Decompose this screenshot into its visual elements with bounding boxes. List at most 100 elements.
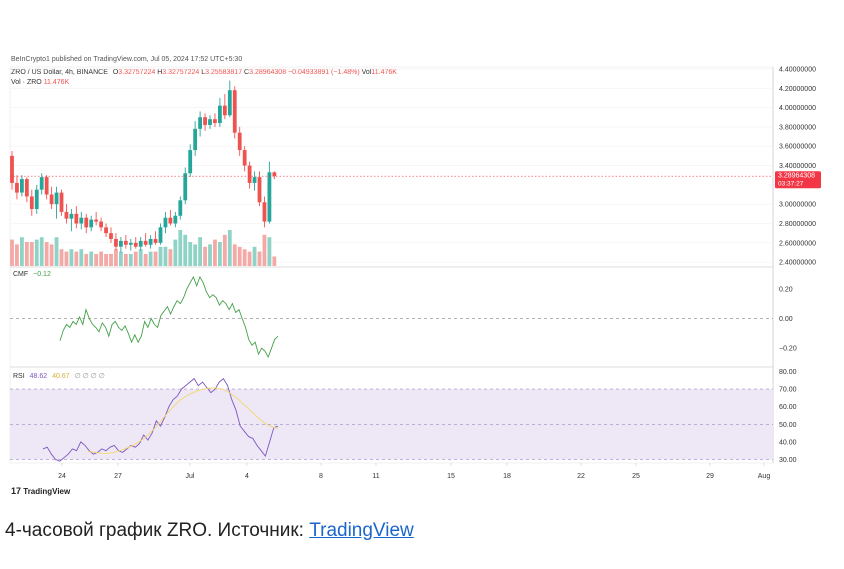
volume-bar — [247, 251, 252, 266]
volume-bar — [222, 234, 227, 266]
rsi-tick-label: 80.00 — [779, 369, 797, 376]
volume-bar — [218, 242, 222, 266]
tradingview-logo-icon: 17 — [11, 486, 22, 496]
rsi-legend: RSI 48.62 40.67 ∅ ∅ ∅ ∅ — [13, 372, 105, 380]
candle-body — [262, 202, 267, 222]
candle-body — [163, 217, 168, 228]
candle-body — [168, 217, 173, 224]
volume-bar — [49, 244, 54, 266]
rsi-extra: ∅ ∅ ∅ ∅ — [74, 373, 105, 380]
candle-body — [153, 238, 158, 243]
candle-body — [242, 150, 247, 166]
price-tick-label: 4.00000000 — [779, 105, 816, 112]
candle-body — [227, 90, 232, 116]
x-tick-label: 29 — [706, 473, 714, 480]
x-tick-label: 11 — [372, 473, 379, 480]
candle-body — [272, 172, 277, 177]
volume-bar — [123, 254, 128, 266]
x-tick-label: 8 — [319, 473, 323, 480]
price-tick-label: 2.40000000 — [779, 260, 816, 267]
candle-body — [208, 119, 212, 125]
candle-body — [24, 179, 29, 197]
rsi-tick-label: 50.00 — [779, 422, 797, 429]
rsi-value: 48.62 — [29, 373, 48, 380]
cmf-tick-label: 0.00 — [779, 316, 793, 323]
volume-bar — [54, 237, 59, 266]
candle-body — [89, 219, 94, 228]
cmf-value: −0.12 — [33, 271, 51, 278]
candle-body — [203, 117, 207, 125]
figure-caption: 4-часовой график ZRO. Источник: TradingV… — [5, 520, 414, 542]
volume-bar — [208, 244, 212, 266]
volume-bar — [24, 242, 29, 266]
candle-body — [267, 172, 272, 222]
rsi-label: RSI — [13, 373, 25, 380]
candle-body — [84, 217, 89, 228]
volume-bar — [198, 237, 202, 266]
candle-body — [218, 105, 222, 124]
volume-bar — [44, 242, 49, 266]
volume-bar — [178, 230, 183, 266]
candle-body — [232, 90, 237, 133]
publisher-line: BeInCrypto1 published on TradingView.com… — [11, 56, 243, 63]
change-value: −0.04933891 (−1.48%) — [288, 69, 360, 76]
volume-bar — [39, 237, 44, 266]
volume-bar — [104, 254, 108, 266]
caption-link[interactable]: TradingView — [309, 520, 414, 541]
price-tick-label: 3.80000000 — [779, 124, 816, 131]
rsi-ma-line — [87, 387, 279, 454]
candle-body — [69, 213, 74, 219]
candle-body — [54, 192, 59, 205]
volume-bar — [163, 246, 168, 266]
cmf-line — [59, 275, 279, 359]
candle-body — [99, 221, 103, 228]
candle-body — [15, 182, 19, 193]
price-tick-label: 3.00000000 — [779, 202, 816, 209]
volume-bar — [232, 244, 237, 266]
candle-body — [138, 240, 143, 247]
candle-body — [29, 196, 34, 210]
cmf-tick-label: −0.20 — [779, 346, 797, 353]
candle-body — [109, 233, 113, 239]
candle-body — [44, 177, 49, 195]
volume-bar — [173, 239, 178, 266]
price-tick-label: 2.80000000 — [779, 221, 816, 228]
volume-bar — [29, 242, 34, 266]
volume-bar — [128, 254, 133, 266]
candle-body — [74, 213, 79, 224]
volume-bar — [138, 249, 143, 266]
candle-body — [148, 238, 153, 245]
vol-key: Vol — [361, 69, 372, 76]
volume-bar — [213, 239, 217, 266]
candle-body — [79, 217, 84, 224]
volume-bar — [237, 246, 242, 266]
volume-bar — [59, 249, 64, 266]
volume-bar — [10, 239, 14, 266]
volume-bar — [188, 242, 193, 266]
rsi-tick-label: 70.00 — [779, 387, 797, 394]
volume-bar — [203, 246, 207, 266]
candle-body — [222, 105, 227, 116]
volume-bar — [119, 251, 123, 266]
last-price-badge-value: 3.28964308 — [778, 173, 815, 180]
price-chart[interactable]: 4.40000000 4.20000000 4.00000000 3.80000000… — [0, 0, 844, 500]
candle-body — [237, 132, 242, 151]
low-key: L — [201, 69, 206, 76]
symbol-label: ZRO / US Dollar, 4h, BINANCE — [11, 69, 108, 76]
volume-bar — [34, 239, 39, 266]
volume-legend-value: 11.476K — [43, 79, 70, 86]
price-legend: ZRO / US Dollar, 4h, BINANCE O3.32757224… — [11, 69, 397, 76]
volume-bar — [143, 254, 148, 266]
x-tick-label: Jul — [186, 473, 195, 480]
price-tick-label: 3.40000000 — [779, 163, 816, 170]
candle-body — [173, 215, 178, 224]
rsi-ma-value: 40.67 — [52, 373, 70, 380]
candle-body — [123, 240, 128, 245]
rsi-tick-label: 40.00 — [779, 439, 797, 446]
volume-bar — [183, 234, 188, 266]
volume-bar — [15, 244, 19, 266]
candle-body — [252, 177, 257, 183]
candle-body — [59, 192, 64, 212]
price-tick-label: 4.40000000 — [779, 66, 816, 73]
volume-bar — [153, 251, 158, 266]
